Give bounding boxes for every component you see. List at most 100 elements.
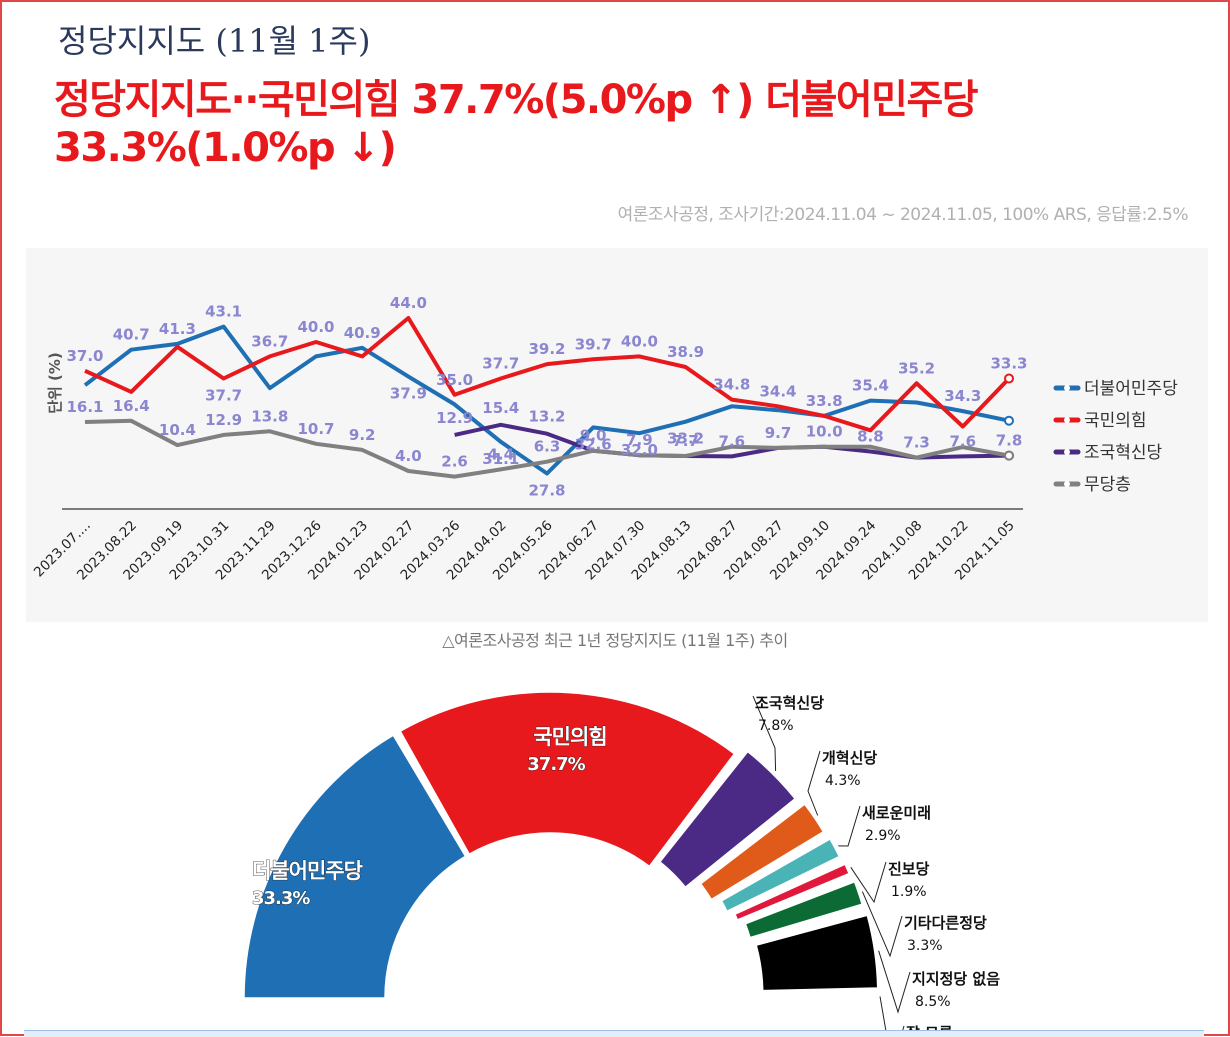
data-label-top: 35.4 — [852, 377, 889, 395]
data-label-bottom: 10.0 — [806, 423, 843, 441]
data-label-top: 40.9 — [344, 324, 381, 342]
slice-2 — [658, 750, 797, 889]
data-label-bottom: 10.7 — [297, 420, 334, 438]
series-end-point-3 — [1004, 450, 1014, 461]
data-label-top: 37.7 — [482, 354, 519, 372]
series-end-point-0 — [1004, 415, 1014, 426]
outer-label-value: 3.3% — [907, 938, 943, 954]
data-label-bottom: 7.9 — [626, 431, 653, 449]
slice-4 — [720, 838, 841, 913]
chart-caption: △여론조사공정 최근 1년 정당지지도 (11월 1주) 추이 — [442, 631, 788, 650]
data-label-top: 41.3 — [159, 320, 196, 338]
data-label-top: 39.2 — [528, 340, 565, 358]
data-label-bottom: 4.0 — [395, 447, 422, 465]
data-label-bottom: 7.8 — [996, 432, 1023, 450]
data-label-bottom: 12.9 — [205, 411, 242, 429]
legend-label: 국민의힘 — [1084, 411, 1147, 431]
y-axis-label: 단위 (%) — [46, 352, 64, 414]
data-label-top-extra: 37.9 — [390, 385, 427, 403]
leader-line — [807, 750, 821, 816]
legend-label: 조국혁신당 — [1084, 443, 1163, 463]
legend-dot — [1064, 417, 1070, 423]
data-label-top: 34.3 — [944, 387, 981, 405]
data-label-top: 38.9 — [667, 343, 704, 361]
series-end-point-1 — [1004, 373, 1014, 384]
data-label-top-extra: 33.2 — [667, 430, 704, 448]
outer-label-name: 진보당 — [888, 860, 930, 878]
legend-label: 더불어민주당 — [1084, 379, 1178, 399]
slice-5 — [733, 863, 851, 921]
data-label-bottom: 13.8 — [251, 407, 288, 425]
headline-line-1: 정당지지도··국민의힘 37.7%(5.0%p ↑) 더불어민주당 — [54, 77, 979, 123]
data-label-top: 40.0 — [621, 332, 658, 350]
data-label-top: 33.8 — [806, 392, 843, 410]
slice-6 — [744, 880, 864, 939]
data-label-top: 43.1 — [205, 303, 242, 321]
outer-label-name: 새로운미래 — [862, 804, 931, 822]
data-label-bottom: 7.6 — [719, 432, 746, 450]
data-label-bottom: 7.6 — [950, 432, 977, 450]
data-label-bottom: 9.0 — [580, 427, 607, 445]
line-chart-panel: 단위 (%) 37.0 40.7 41.3 43.1 36.7 40.0 40.9 44.0 35… — [26, 248, 1208, 622]
data-label-bottom: 6.3 — [534, 438, 561, 456]
slice-1 — [399, 691, 736, 868]
leader-line — [879, 996, 905, 1036]
slice-label-value: 37.7% — [527, 754, 585, 775]
slice-label-name: 국민의힘 — [533, 725, 606, 749]
leader-line — [878, 950, 911, 1014]
data-label-top-extra: 37.7 — [205, 386, 242, 404]
data-label-bottom: 7.3 — [903, 434, 930, 452]
leader-line — [752, 695, 777, 772]
data-label-top-extra: 32.0 — [621, 441, 658, 459]
legend-dot — [1064, 481, 1070, 487]
data-label-bottom: 10.4 — [159, 421, 196, 439]
data-label-bottom: 7.7 — [672, 432, 699, 450]
data-label-top: 33.3 — [990, 354, 1027, 372]
data-label-bottom: 8.8 — [857, 428, 884, 446]
outer-label-name: 기타다른정당 — [904, 914, 987, 932]
legend-label: 무당층 — [1084, 475, 1131, 495]
series-line-1 — [84, 316, 1011, 433]
data-label-top: 36.7 — [251, 332, 288, 350]
slice-0 — [243, 734, 467, 999]
data-label-top: 37.0 — [66, 347, 103, 365]
leader-line — [861, 891, 903, 958]
data-label-bottom: 9.7 — [765, 424, 792, 442]
leader-line — [850, 861, 887, 904]
data-label-top: 40.7 — [113, 326, 150, 344]
data-label-top: 35.2 — [898, 359, 935, 377]
data-label-top-extra: 32.6 — [575, 435, 612, 453]
bottom-strip — [24, 1030, 1204, 1037]
slice-8 — [762, 997, 877, 1000]
data-label-top: 44.0 — [390, 294, 427, 312]
outer-label-name: 지지정당 없음 — [912, 970, 1000, 988]
headline-line-2: 33.3%(1.0%p ↓) — [54, 125, 397, 171]
outer-label-value: 2.9% — [865, 828, 901, 844]
survey-info: 여론조사공정, 조사기간:2024.11.04 ~ 2024.11.05, 10… — [617, 205, 1189, 225]
slice-label-value: 33.3% — [252, 888, 310, 909]
data-label-top: 39.7 — [575, 335, 612, 353]
data-label-top: 40.0 — [297, 318, 334, 336]
data-label-bottom: 9.2 — [349, 426, 376, 444]
data-label-bottom-extra: 12.9 — [436, 409, 473, 427]
leader-line — [838, 805, 861, 847]
outer-label-name: 조국혁신당 — [755, 694, 824, 712]
data-label-bottom: 2.6 — [441, 453, 468, 471]
outer-label-name: 개혁신당 — [822, 749, 877, 767]
slice-label-name: 더불어민주당 — [252, 859, 363, 883]
slice-3 — [699, 803, 825, 901]
data-label-bottom: 16.4 — [113, 397, 150, 415]
data-label-top: 34.8 — [713, 376, 750, 394]
data-label-top-extra: 27.8 — [528, 482, 565, 500]
outer-label-value: 4.3% — [825, 773, 861, 789]
data-label-bottom: 16.1 — [66, 398, 103, 416]
line-chart: 단위 (%) 37.0 40.7 41.3 43.1 36.7 40.0 40.9 44.0 35… — [31, 294, 1178, 583]
page-title: 정당지지도 (11월 1주) — [58, 22, 371, 60]
legend-dot — [1064, 449, 1070, 455]
data-label-top-extra: 31.1 — [482, 450, 519, 468]
data-label-top: 35.0 — [436, 371, 473, 389]
outer-label-value: 7.8% — [758, 718, 794, 734]
outer-label-value: 1.9% — [891, 884, 927, 900]
slice-7 — [755, 914, 879, 992]
data-label-top: 34.4 — [759, 382, 796, 400]
